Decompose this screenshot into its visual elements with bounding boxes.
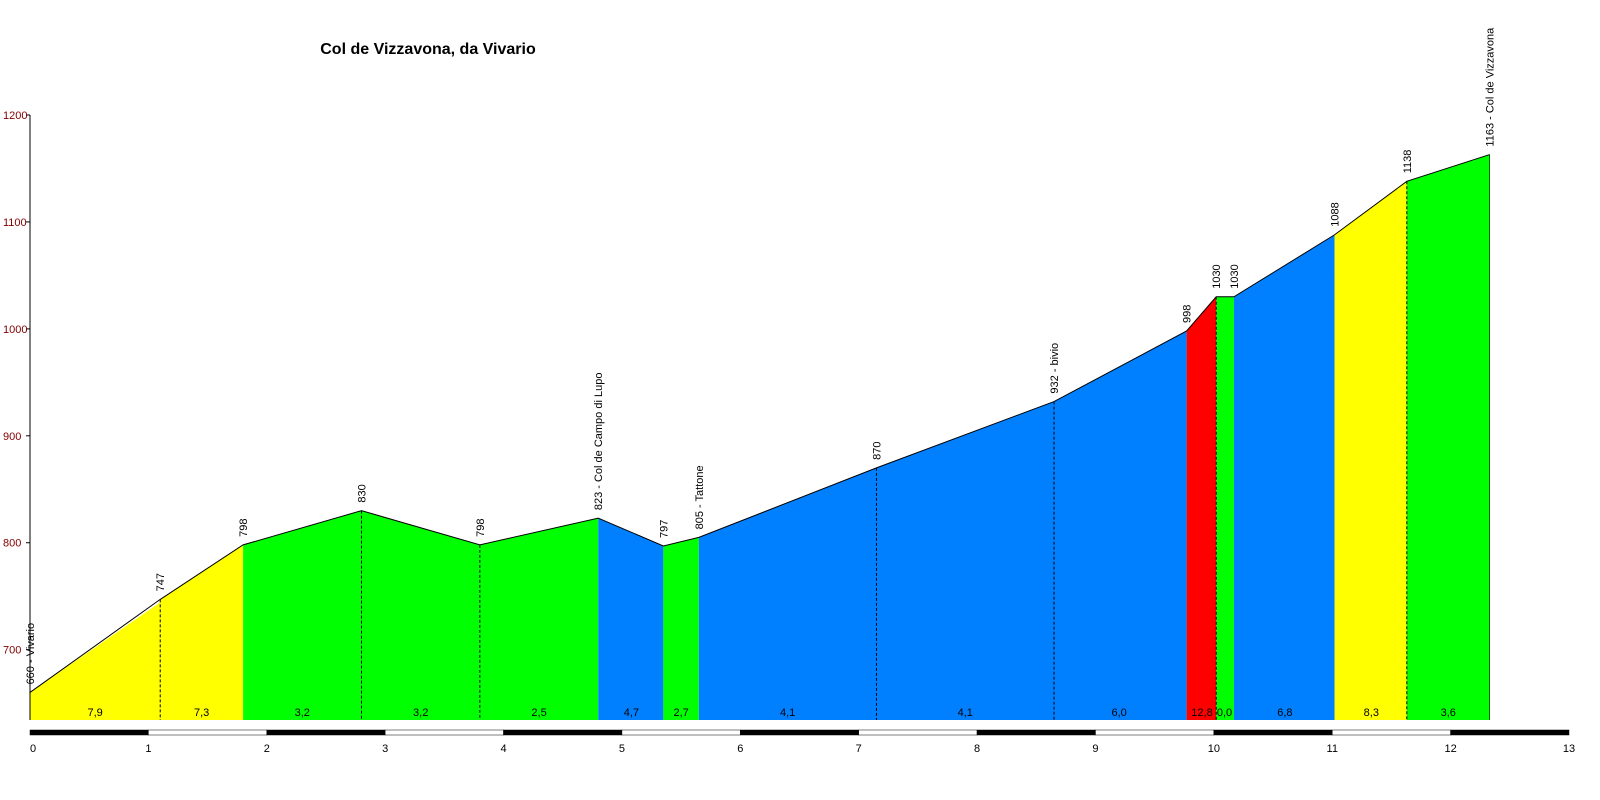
x-tick-label-6: 6: [737, 743, 743, 755]
gradient-label-15: 3,6: [1441, 707, 1456, 719]
chart-title: Col de Vizzavona, da Vivario: [320, 41, 536, 58]
gradient-area-5: [479, 518, 599, 720]
point-dash-markers: [159, 181, 1408, 720]
x-tick-label-10: 10: [1208, 743, 1220, 755]
gradient-area-9: [876, 401, 1055, 720]
gradient-area-8: [698, 467, 877, 720]
x-tick-label-4: 4: [500, 743, 506, 755]
x-tick-label-2: 2: [264, 743, 270, 755]
x-tick-label-7: 7: [856, 743, 862, 755]
point-label-2: 747: [155, 573, 167, 591]
gradient-label-9: 4,1: [958, 707, 973, 719]
gradient-label-2: 7,3: [194, 707, 209, 719]
gradient-areas: [30, 154, 1490, 721]
gradient-label-13: 6,8: [1277, 707, 1292, 719]
x-tick-label-0: 0: [30, 743, 36, 755]
point-label-10: 932 - bivio: [1049, 343, 1061, 394]
x-axis-bar-12: [1450, 729, 1570, 736]
gradient-area-7: [663, 537, 699, 720]
x-tick-label-1: 1: [145, 743, 151, 755]
x-tick-label-5: 5: [619, 743, 625, 755]
gradient-area-2: [160, 544, 244, 720]
gradient-area-12: [1216, 296, 1234, 720]
gradient-labels: 7,9 7,3 3,2 3,2 2,5 4,7 2,7 4,1 4,1 6,0 12,8 0,0 6,8…: [87, 707, 1455, 719]
point-label-14: 1088: [1330, 202, 1342, 226]
x-tick-label-3: 3: [382, 743, 388, 755]
gradient-area-11: [1186, 296, 1217, 720]
x-axis-bar-8: [976, 729, 1096, 736]
x-axis-bar-5: [621, 729, 741, 736]
gradient-area-14: [1334, 181, 1407, 720]
gradient-area-10: [1054, 331, 1187, 720]
point-label-15: 1138: [1402, 150, 1414, 174]
point-label-4: 830: [356, 484, 368, 502]
gradient-label-11: 12,8: [1191, 707, 1212, 719]
gradient-label-8: 4,1: [780, 707, 795, 719]
gradient-label-6: 4,7: [624, 707, 639, 719]
x-tick-label-8: 8: [974, 743, 980, 755]
gradient-label-10: 6,0: [1111, 707, 1126, 719]
gradient-label-1: 7,9: [87, 707, 102, 719]
x-tick-label-12: 12: [1444, 743, 1456, 755]
point-label-11: 998: [1182, 305, 1194, 323]
y-tick-label-1200: 1200: [3, 110, 27, 122]
point-label-8: 805 - Tattone: [694, 465, 706, 529]
x-axis-bar-4: [503, 729, 623, 736]
gradient-area-3: [243, 510, 362, 720]
y-tick-label-700: 700: [3, 645, 21, 657]
profile-outline: [29, 154, 1490, 720]
point-label-9: 870: [871, 442, 883, 460]
gradient-label-5: 2,5: [531, 707, 546, 719]
gradient-area-6: [598, 518, 664, 720]
x-axis-bar-0: [29, 729, 149, 736]
x-tick-label-9: 9: [1092, 743, 1098, 755]
x-axis-bar-2: [266, 729, 386, 736]
point-label-7: 797: [658, 520, 670, 538]
gradient-label-7: 2,7: [673, 707, 688, 719]
y-axis: 700 800 900 1000 1100 1200: [3, 110, 31, 720]
gradient-area-13: [1233, 234, 1335, 721]
x-tick-label-13: 13: [1563, 743, 1575, 755]
y-tick-label-800: 800: [3, 538, 21, 550]
gradient-label-14: 8,3: [1364, 707, 1379, 719]
y-tick-label-900: 900: [3, 431, 21, 443]
gradient-area-15: [1406, 154, 1490, 720]
gradient-label-12: 0,0: [1217, 707, 1232, 719]
y-tick-label-1100: 1100: [3, 217, 27, 229]
gradient-label-3: 3,2: [295, 707, 310, 719]
x-axis-bar-3: [384, 729, 504, 736]
point-label-12: 1030: [1211, 264, 1223, 288]
x-tick-label-11: 11: [1327, 743, 1338, 755]
gradient-area-4: [361, 510, 480, 720]
x-axis-bar-9: [1095, 729, 1215, 736]
profile-line: [29, 154, 1490, 693]
point-label-16: 1163 - Col de Vizzavona: [1485, 27, 1497, 147]
point-label-3: 798: [238, 519, 250, 537]
gradient-label-4: 3,2: [413, 707, 428, 719]
x-axis-bar-6: [740, 729, 859, 736]
point-label-13: 1030: [1229, 264, 1241, 288]
x-axis-bar-10: [1213, 729, 1333, 736]
y-tick-label-1000: 1000: [3, 324, 27, 336]
point-label-6: 823 - Col de Campo di Lupo: [593, 373, 605, 511]
x-axis-bar-7: [858, 729, 978, 736]
point-label-5: 798: [475, 519, 487, 537]
point-label-1: 660 - Vivario: [25, 623, 37, 685]
x-axis: 0 1 2 3 4 5 6 7 8 9 10 11 12 13: [29, 729, 1575, 755]
x-axis-bar-11: [1331, 729, 1451, 736]
x-axis-bar-1: [148, 729, 268, 736]
point-labels: 660 - Vivario 747 798 830 798 823 - Col de Ca…: [25, 27, 1497, 685]
